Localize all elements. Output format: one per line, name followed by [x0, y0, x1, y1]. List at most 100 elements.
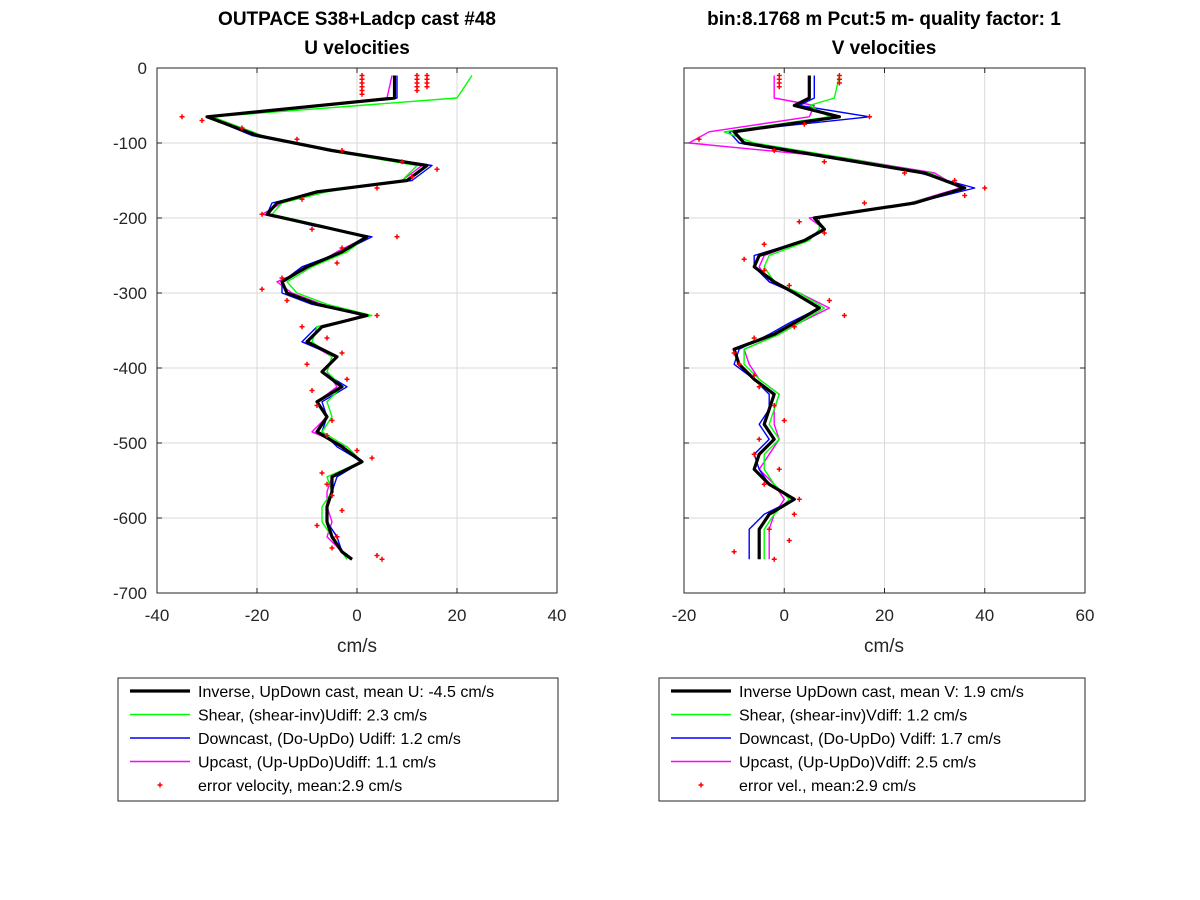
- u-error-point: [339, 508, 345, 513]
- u-error-point: [299, 196, 305, 202]
- u-legend-label-upcast: Upcast, (Up-UpDo)Udiff: 1.1 cm/s: [198, 755, 436, 772]
- u-series-inverse: [205, 75, 429, 561]
- u-error-point: [279, 275, 285, 281]
- v-legend-label-upcast: Upcast, (Up-UpDo)Vdiff: 2.5 cm/s: [739, 755, 976, 772]
- v-error-point: [696, 136, 702, 142]
- v-series-inverse: [732, 75, 967, 560]
- v-error-point: [776, 466, 782, 472]
- u-error-point: [344, 376, 350, 382]
- v-chart-subtitle: V velocities: [832, 38, 937, 59]
- v-error-point: [731, 350, 737, 356]
- u-error-point: [294, 136, 300, 142]
- v-chart-title: bin:8.1768 m Pcut:5 m- quality factor: 1: [707, 9, 1061, 30]
- u-error-point: [324, 433, 330, 438]
- u-error-point: [299, 324, 305, 330]
- u-error-point: [374, 313, 380, 318]
- v-grid: [683, 67, 1086, 594]
- u-error-point: [324, 481, 330, 487]
- v-error-point: [756, 384, 762, 390]
- v-x-axis-label: cm/s: [864, 636, 904, 657]
- u-legend-label-downcast: Downcast, (Do-UpDo) Udiff: 1.2 cm/s: [198, 731, 461, 748]
- v-error-point: [866, 114, 872, 120]
- v-error-point: [796, 496, 802, 502]
- v-error-point: [786, 283, 792, 288]
- u-error-point: [339, 148, 345, 153]
- u-error-point: [424, 84, 430, 90]
- v-error-point: [736, 361, 742, 367]
- v-velocity-panel: bin:8.1768 m Pcut:5 m- quality factor: 1…: [658, 9, 1095, 802]
- v-ticks: -20 0 20 40 60: [672, 67, 1095, 625]
- u-y-tick-label: -300: [113, 284, 147, 303]
- u-x-axis-label: cm/s: [337, 636, 377, 657]
- u-grid: [156, 67, 558, 594]
- v-error-point: [861, 200, 867, 206]
- v-error-point: [761, 268, 767, 273]
- u-error-point: [409, 174, 415, 180]
- u-series-shear: [211, 75, 473, 560]
- u-legend-label-inverse: Inverse, UpDown cast, mean U: -4.5 cm/s: [198, 684, 494, 701]
- v-legend-box: [658, 677, 1086, 802]
- v-series-shear: [723, 75, 966, 560]
- v-x-tick-label: 0: [780, 606, 789, 625]
- v-error-point: [766, 526, 772, 532]
- v-error-point: [796, 219, 802, 225]
- u-ticks: -40 -20 0 20 400-100-200-300-400-500-600-700: [113, 59, 566, 625]
- u-error-point: [199, 118, 205, 123]
- u-error-point: [284, 298, 290, 303]
- v-error-point: [826, 298, 832, 303]
- v-error-point: [776, 84, 782, 90]
- u-error-point: [334, 260, 340, 266]
- u-error-point: [379, 556, 385, 562]
- u-y-tick-label: -200: [113, 209, 147, 228]
- u-legend-box: [117, 677, 559, 802]
- u-velocity-panel: OUTPACE S38+Ladcp cast #48 U velocities …: [113, 9, 566, 802]
- v-x-tick-label: 60: [1076, 606, 1095, 625]
- u-error-point: [369, 455, 375, 461]
- u-error-point: [314, 403, 320, 408]
- v-error-point: [821, 230, 827, 236]
- v-error-point: [821, 159, 827, 165]
- v-error-point: [786, 538, 792, 543]
- u-error-point: [179, 114, 185, 120]
- u-error-point: [314, 523, 320, 528]
- u-error-point: [309, 388, 315, 393]
- u-error-point: [339, 245, 345, 251]
- u-error-point: [324, 335, 330, 341]
- u-error-point: [354, 448, 360, 453]
- v-legend: Inverse UpDown cast, mean V: 1.9 cm/s She…: [658, 677, 1086, 802]
- v-error-point: [771, 403, 777, 408]
- u-y-tick-label: -100: [113, 134, 147, 153]
- u-y-tick-label: 0: [138, 59, 147, 78]
- v-error-point: [962, 193, 968, 198]
- u-x-tick-label: 0: [352, 606, 361, 625]
- u-chart-title: OUTPACE S38+Ladcp cast #48: [218, 9, 496, 30]
- v-error-point: [761, 241, 767, 247]
- u-legend: Inverse, UpDown cast, mean U: -4.5 cm/s S…: [117, 677, 559, 802]
- v-error-point: [771, 148, 777, 153]
- v-x-tick-label: 40: [975, 606, 994, 625]
- u-error-point: [374, 185, 380, 191]
- v-legend-label-inverse: Inverse UpDown cast, mean V: 1.9 cm/s: [739, 684, 1024, 701]
- u-x-tick-label: 20: [448, 606, 467, 625]
- v-error-point: [902, 170, 908, 176]
- v-error-point: [751, 451, 757, 457]
- u-error-point: [434, 166, 440, 172]
- u-error-point: [319, 470, 325, 476]
- v-error-point: [731, 549, 737, 555]
- u-y-tick-label: -500: [113, 434, 147, 453]
- u-x-tick-label: 40: [548, 606, 567, 625]
- u-error-point: [359, 91, 365, 97]
- u-chart-subtitle: U velocities: [304, 38, 410, 59]
- u-error-point: [399, 159, 405, 165]
- v-x-tick-label: -20: [672, 606, 697, 625]
- u-x-tick-label: -40: [145, 606, 170, 625]
- u-error-point: [304, 361, 310, 367]
- u-x-tick-label: -20: [245, 606, 270, 625]
- u-legend-label-error: error velocity, mean:2.9 cm/s: [198, 778, 402, 795]
- v-error-point: [761, 481, 767, 487]
- u-error-point: [309, 226, 315, 232]
- v-error-point: [781, 418, 787, 423]
- u-error-point: [329, 418, 335, 423]
- v-x-tick-label: 20: [875, 606, 894, 625]
